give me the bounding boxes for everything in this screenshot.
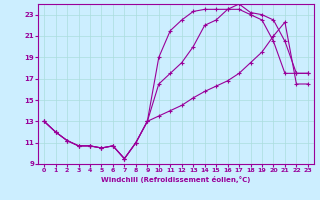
X-axis label: Windchill (Refroidissement éolien,°C): Windchill (Refroidissement éolien,°C) xyxy=(101,176,251,183)
